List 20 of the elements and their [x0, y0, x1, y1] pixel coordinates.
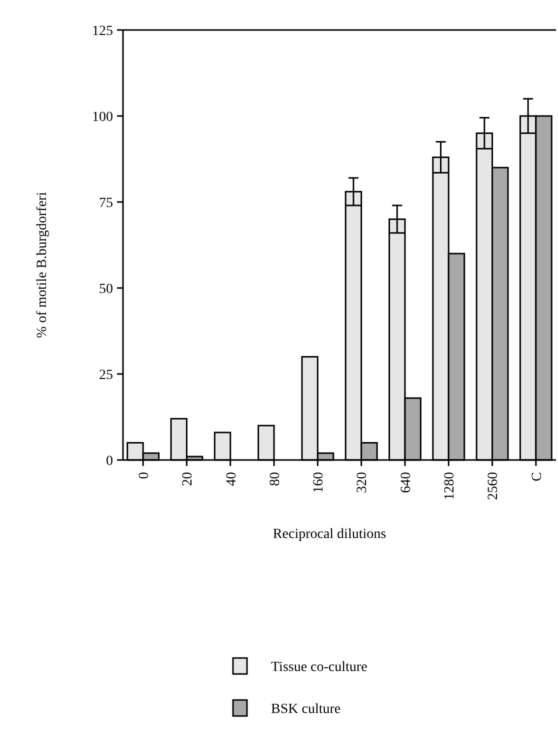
x-tick-label: 640	[398, 472, 414, 493]
x-tick-label: 2560	[486, 472, 502, 500]
x-tick-label: C	[530, 472, 545, 482]
x-tick-label: 160	[312, 472, 327, 493]
x-tick-label: 1280	[442, 472, 458, 500]
x-tick-label: 80	[268, 472, 283, 486]
y-axis-title: % of motile B.burgdorferi	[35, 192, 50, 338]
x-tick-label: 40	[224, 472, 240, 486]
y-tick-label: 125	[92, 24, 113, 39]
x-tick-label: 0	[136, 472, 152, 479]
legend-label: BSK culture	[271, 702, 341, 717]
x-tick-label: 20	[180, 472, 196, 486]
y-tick-label: 75	[99, 196, 113, 211]
y-tick-label: 100	[92, 110, 113, 125]
x-tick-label: 320	[355, 472, 370, 493]
y-tick-label: 0	[106, 454, 113, 469]
y-tick-label: 50	[99, 282, 113, 297]
legend-label: Tissue co-culture	[271, 660, 368, 675]
x-axis-title: Reciprocal dilutions	[272, 527, 386, 542]
y-tick-label: 25	[99, 368, 113, 383]
